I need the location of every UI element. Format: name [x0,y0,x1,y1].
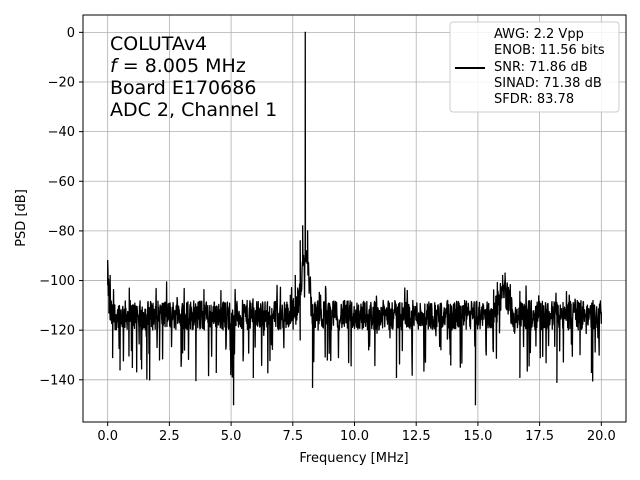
annotation-line-4: ADC 2, Channel 1 [110,99,277,121]
psd-point [497,294,499,297]
legend-box [449,21,620,113]
psd-point [108,312,110,314]
psd-point [232,404,235,406]
x-tick-label: 20.0 [587,429,616,444]
ticks: 0.0 2.5 5.0 7.5 10.0 12.5 15.0 17.5 20.0 0 −20 −40 −… [39,26,616,444]
psd-point [107,260,109,262]
psd-point [326,359,328,361]
annotation-frequency-value: = 8.005 MHz [117,55,246,77]
y-tick-label: −120 [39,324,75,339]
psd-point [112,356,114,359]
psd-point [501,274,504,277]
annotation-line-2: f = 8.005 MHz [110,55,246,77]
psd-point [116,309,119,311]
psd-point [590,371,593,373]
x-axis-label: Frequency [MHz] [299,451,408,466]
x-tick-label: 15.0 [463,429,492,444]
psd-point [299,240,301,242]
legend-entry-snr: SNR: 71.86 dB [494,60,588,75]
psd-point [309,279,311,282]
psd-point [474,404,477,406]
x-tick-label: 17.5 [525,429,554,444]
y-tick-label: −140 [39,373,75,388]
y-axis-label: PSD [dB] [14,189,29,247]
y-tick-label: −40 [48,125,75,140]
psd-point [158,359,161,361]
legend: AWG: 2.2 Vpp ENOB: 11.56 bits SNR: 71.86… [449,21,620,113]
y-tick-label: −80 [48,224,75,239]
psd-point [450,364,452,366]
y-tick-label: −60 [48,175,75,190]
legend-entry-enob: ENOB: 11.56 bits [494,43,605,58]
psd-point [109,274,111,277]
x-tick-label: 2.5 [159,429,180,444]
x-tick-label: 0.0 [97,429,118,444]
series-layer [107,31,602,406]
psd-point [119,369,121,371]
psd-point [600,312,602,314]
annotation-frequency-symbol: f [110,55,120,77]
psd-point [304,31,306,33]
x-tick-label: 10.0 [340,429,369,444]
psd-point [519,376,521,378]
psd-point [307,230,309,232]
annotation: COLUTAv4 f = 8.005 MHz Board E170686 ADC… [110,33,277,121]
psd-trace [107,31,602,406]
psd-point [395,376,398,378]
psd-point [504,272,506,274]
legend-entry-awg: AWG: 2.2 Vpp [494,27,584,42]
psd-point [509,299,511,301]
psd-point [131,366,133,368]
legend-entry-sfdr: SFDR: 83.78 [494,92,574,107]
annotation-line-1: COLUTAv4 [110,33,207,55]
psd-point [311,386,314,388]
y-tick-label: −100 [39,274,75,289]
psd-point [294,274,296,277]
y-tick-label: 0 [67,26,75,41]
psd-point [215,371,217,373]
x-tick-label: 7.5 [282,429,303,444]
psd-point [556,381,558,383]
annotation-line-3: Board E170686 [110,77,256,99]
legend-entry-sinad: SINAD: 71.38 dB [494,76,602,91]
psd-point [289,294,291,297]
x-tick-label: 12.5 [402,429,431,444]
psd-point [489,327,491,329]
psd-point [149,379,151,381]
psd-point [302,225,304,227]
psd-point [252,376,254,378]
psd-point [316,319,319,321]
y-tick-label: −20 [48,76,75,91]
x-tick-label: 5.0 [221,429,242,444]
